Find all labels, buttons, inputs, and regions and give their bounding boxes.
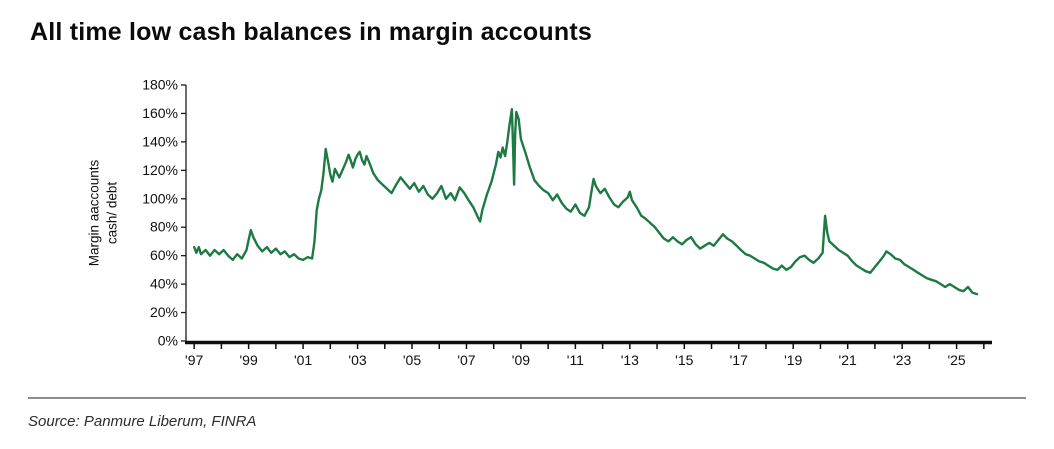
svg-text:'13: '13 xyxy=(621,352,639,368)
chart: Margin aaccounts cash/ debt 0% 20% 40% 60% 8… xyxy=(28,75,1026,383)
svg-text:40%: 40% xyxy=(150,276,178,292)
svg-text:'23: '23 xyxy=(893,352,911,368)
svg-text:'03: '03 xyxy=(348,352,366,368)
svg-text:'97: '97 xyxy=(185,352,203,368)
svg-text:'11: '11 xyxy=(567,352,584,368)
y-axis-title: Margin aaccounts cash/ debt xyxy=(86,159,119,267)
svg-text:'09: '09 xyxy=(512,352,530,368)
svg-text:120%: 120% xyxy=(142,162,178,178)
svg-text:'25: '25 xyxy=(947,352,965,368)
chart-title: All time low cash balances in margin acc… xyxy=(30,18,592,46)
svg-text:'01: '01 xyxy=(294,352,312,368)
source-note: Source: Panmure Liberum, FINRA xyxy=(28,413,257,430)
svg-text:'21: '21 xyxy=(839,352,857,368)
line-chart: 0% 20% 40% 60% 80% 100% 120% 140% 160% 180% '97 '99… xyxy=(142,77,992,368)
svg-text:0%: 0% xyxy=(158,333,178,349)
svg-text:60%: 60% xyxy=(150,247,178,263)
svg-text:'05: '05 xyxy=(403,352,421,368)
svg-text:'17: '17 xyxy=(730,352,748,368)
divider xyxy=(28,397,1026,399)
svg-text:'99: '99 xyxy=(240,352,258,368)
svg-text:'15: '15 xyxy=(675,352,693,368)
svg-text:'07: '07 xyxy=(457,352,475,368)
svg-text:160%: 160% xyxy=(142,105,178,121)
svg-text:20%: 20% xyxy=(150,304,178,320)
svg-text:100%: 100% xyxy=(142,190,178,206)
svg-text:'19: '19 xyxy=(784,352,802,368)
svg-text:180%: 180% xyxy=(142,77,178,93)
svg-text:80%: 80% xyxy=(150,219,178,235)
svg-text:140%: 140% xyxy=(142,133,178,149)
